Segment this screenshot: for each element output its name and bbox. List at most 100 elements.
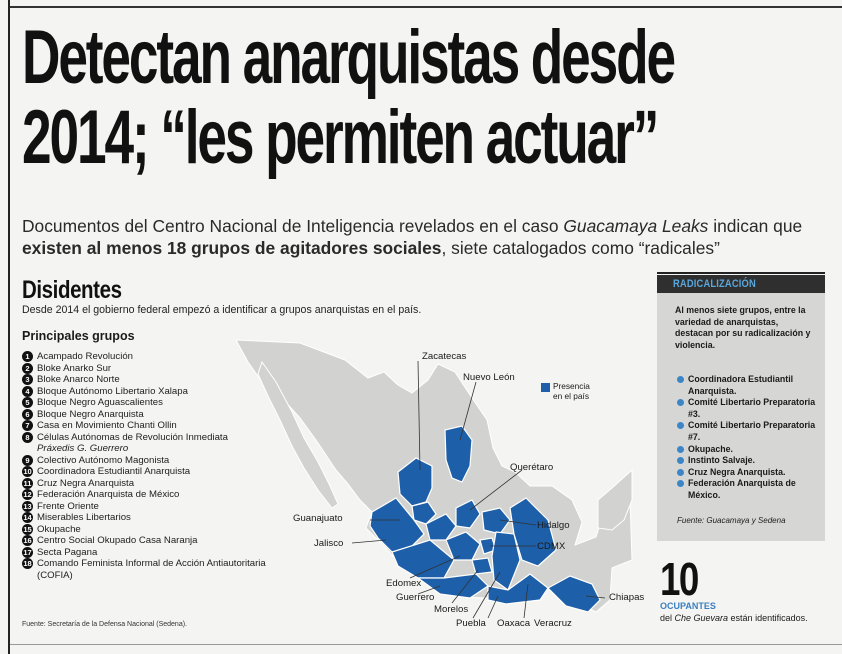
radical-group-item: Comité Libertario Preparatoria #3. bbox=[677, 397, 817, 420]
group-item: 14 Miserables Libertarios bbox=[22, 512, 292, 524]
sidebar-panel bbox=[657, 293, 825, 541]
leader-lines bbox=[351, 360, 606, 619]
map-label-edomex: Edomex bbox=[386, 578, 422, 589]
stat-number: 10 bbox=[660, 553, 699, 605]
stat-text-post: están identificados. bbox=[728, 613, 808, 623]
group-item: 6 Bloque Negro Anarquista bbox=[22, 408, 292, 421]
region-veracruz bbox=[509, 497, 557, 567]
bullet-dot-icon bbox=[677, 445, 684, 453]
group-name: Casa en Movimiento Chanti Ollin bbox=[37, 420, 177, 431]
stat-text-italic: Che Guevara bbox=[674, 613, 729, 623]
group-name: Miserables Libertarios bbox=[37, 512, 131, 523]
radical-group-name: Federación Anarquista de México. bbox=[688, 478, 796, 500]
group-name: Coordinadora Estudiantil Anarquista bbox=[37, 466, 191, 477]
sidebar-header: RADICALIZACIÓN bbox=[657, 275, 825, 293]
group-name: Centro Social Okupado Casa Naranja bbox=[37, 535, 198, 546]
group-name: Acampado Revolución bbox=[37, 351, 133, 362]
map-label-nuevo-leon: Nuevo León bbox=[463, 372, 515, 383]
group-item: 8 Células Autónomas de Revolución Inmedia… bbox=[22, 431, 292, 444]
group-number-badge: 8 bbox=[22, 431, 33, 443]
legend-line-2: en el país bbox=[553, 390, 589, 401]
group-item-continuation: Práxedis G. Guerrero bbox=[22, 443, 292, 455]
radical-group-name: Cruz Negra Anarquista. bbox=[688, 466, 786, 477]
group-name: Federación Anarquista de México bbox=[37, 489, 180, 500]
group-number-badge: 9 bbox=[22, 454, 33, 466]
map-label-morelos: Morelos bbox=[434, 604, 469, 615]
legend-label: Presencia en el país bbox=[553, 381, 590, 401]
group-name: Frente Oriente bbox=[37, 500, 99, 512]
map-label-oaxaca: Oaxaca bbox=[497, 618, 531, 629]
map-label-veracruz: Veracruz bbox=[534, 618, 572, 629]
group-name: Bloke Anarco Norte bbox=[37, 374, 120, 385]
sidebar-top-rule bbox=[657, 272, 825, 274]
dek-part-2: indican que bbox=[708, 216, 803, 236]
group-number-badge: 4 bbox=[22, 385, 33, 397]
legend-swatch bbox=[541, 383, 550, 392]
yucatan bbox=[597, 468, 633, 531]
group-number-badge: 1 bbox=[22, 351, 33, 362]
radical-group-name: Okupache. bbox=[688, 443, 733, 454]
group-item: 13 Frente Oriente bbox=[22, 500, 292, 513]
group-number-badge: 15 bbox=[22, 523, 33, 535]
radical-group-name: Comité Libertario Preparatoria #3. bbox=[688, 397, 816, 419]
region-nuevo-leon bbox=[444, 425, 473, 483]
group-item: 7 Casa en Movimiento Chanti Ollin bbox=[22, 420, 292, 432]
map-label-chiapas: Chiapas bbox=[609, 592, 645, 603]
group-item: 10 Coordinadora Estudiantil Anarquista bbox=[22, 466, 292, 478]
map-label-cdmx: CDMX bbox=[537, 541, 566, 552]
group-item: 9 Colectivo Autónomo Magonista bbox=[22, 454, 292, 467]
stat-label: OCUPANTES bbox=[660, 601, 716, 611]
map-label-zacatecas: Zacatecas bbox=[422, 351, 467, 362]
radical-group-item: Comité Libertario Preparatoria #7. bbox=[677, 420, 817, 443]
region-zacatecas bbox=[397, 457, 433, 507]
radical-group-item: Federación Anarquista de México. bbox=[677, 478, 817, 501]
map-label-puebla: Puebla bbox=[456, 618, 486, 629]
radical-group-name: Coordinadora Estudiantil Anarquista. bbox=[688, 374, 794, 396]
group-number-badge: 18 bbox=[22, 558, 33, 569]
group-number-badge: 13 bbox=[22, 500, 33, 512]
group-item: 4 Bloque Autónomo Libertario Xalapa bbox=[22, 385, 292, 398]
group-item: 2 Bloke Anarko Sur bbox=[22, 362, 292, 375]
dek-italic: Guacamaya Leaks bbox=[563, 216, 709, 236]
group-item: 16 Centro Social Okupado Casa Naranja bbox=[22, 535, 292, 547]
group-name: Secta Pagana bbox=[37, 546, 98, 558]
dek-part-3: , siete catalogados como “radicales” bbox=[441, 238, 720, 258]
region-guanajuato bbox=[425, 513, 457, 541]
group-number-badge: 14 bbox=[22, 512, 33, 523]
group-name: Bloque Negro Anarquista bbox=[37, 408, 144, 420]
group-item: 12 Federación Anarquista de México bbox=[22, 489, 292, 501]
radical-group-item: Coordinadora Estudiantil Anarquista. bbox=[677, 374, 817, 397]
headline-line-1: Detectan anarquistas desde bbox=[22, 15, 676, 100]
group-item: 3 Bloke Anarco Norte bbox=[22, 374, 292, 386]
group-number-badge: 16 bbox=[22, 535, 33, 546]
radical-group-item: Instinto Salvaje. bbox=[677, 455, 817, 467]
group-number-badge: 17 bbox=[22, 546, 33, 558]
graphic-title: Disidentes bbox=[22, 276, 122, 304]
bottom-rule bbox=[10, 644, 842, 645]
radical-group-item: Cruz Negra Anarquista. bbox=[677, 467, 817, 479]
group-number-badge: 5 bbox=[22, 397, 33, 408]
radical-group-name: Instinto Salvaje. bbox=[688, 455, 755, 466]
map-label-jalisco: Jalisco bbox=[314, 538, 344, 549]
bullet-dot-icon bbox=[677, 457, 684, 465]
group-name: Bloque Negro Aguascalientes bbox=[37, 397, 163, 408]
group-number-badge: 3 bbox=[22, 374, 33, 385]
map-label-guerrero: Guerrero bbox=[396, 592, 435, 603]
map-label-hidalgo: Hidalgo bbox=[537, 520, 570, 531]
sidebar-header-label: RADICALIZACIÓN bbox=[673, 278, 756, 290]
region-aguascalientes bbox=[411, 501, 437, 525]
region-oaxaca bbox=[487, 573, 549, 605]
groups-list: 1 Acampado Revolución 2 Bloke Anarko Sur 3… bbox=[22, 351, 292, 581]
sidebar-intro: Al menos siete grupos, entre la variedad… bbox=[675, 305, 811, 350]
bullet-dot-icon bbox=[677, 480, 684, 488]
group-name: Bloque Autónomo Libertario Xalapa bbox=[37, 385, 188, 397]
group-name: Comando Feminista Informal de Acción Ant… bbox=[37, 558, 266, 581]
region-morelos bbox=[471, 557, 493, 575]
radical-group-name: Comité Libertario Preparatoria #7. bbox=[688, 420, 816, 442]
group-name: Práxedis G. Guerrero bbox=[37, 443, 129, 454]
map-label-queretaro: Querétaro bbox=[510, 462, 554, 473]
sidebar-source: Fuente: Guacamaya y Sedena bbox=[677, 516, 786, 525]
baja-california bbox=[257, 360, 339, 509]
group-item: 1 Acampado Revolución bbox=[22, 351, 292, 363]
